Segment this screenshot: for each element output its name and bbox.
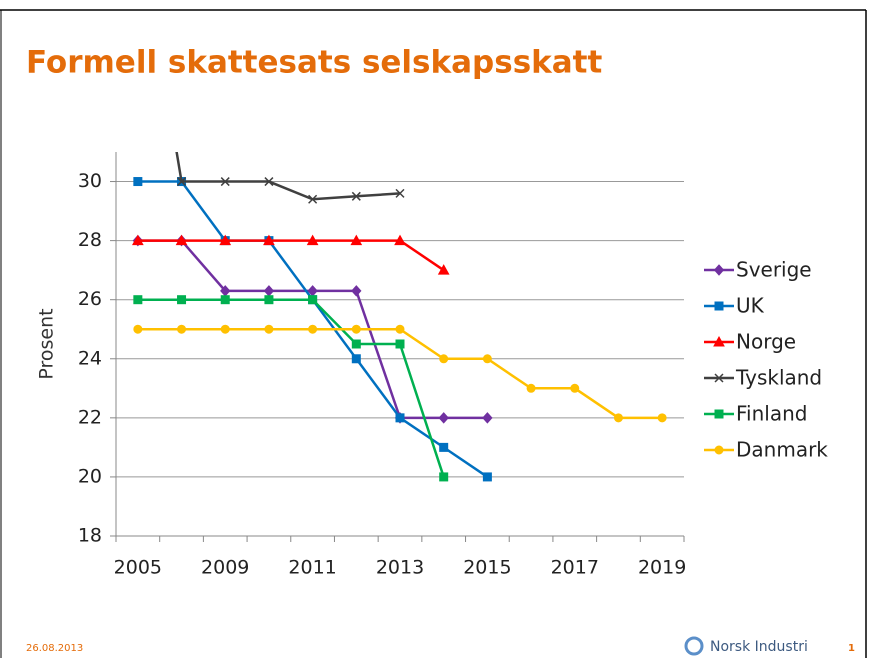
y-tick-label: 24 bbox=[78, 347, 102, 369]
point bbox=[395, 324, 405, 334]
point bbox=[714, 445, 724, 455]
point bbox=[395, 188, 405, 198]
point bbox=[133, 177, 143, 187]
y-tick-label: 18 bbox=[78, 525, 102, 547]
point bbox=[439, 442, 449, 452]
point bbox=[482, 472, 492, 482]
x-tick-label: 2013 bbox=[376, 557, 424, 579]
x-tick-label: 2005 bbox=[114, 557, 162, 579]
point bbox=[133, 295, 143, 305]
x-tick-label: 2011 bbox=[288, 557, 336, 579]
y-tick-label: 20 bbox=[78, 465, 102, 487]
point bbox=[308, 295, 318, 305]
point bbox=[351, 354, 361, 364]
point bbox=[220, 177, 230, 187]
legend-label: Norge bbox=[736, 330, 796, 354]
point bbox=[177, 177, 187, 187]
footer-page: 1 bbox=[848, 643, 855, 654]
legend-label: UK bbox=[736, 294, 765, 318]
point bbox=[131, 234, 144, 246]
series-line bbox=[137, 298, 445, 478]
point bbox=[714, 373, 724, 383]
legend-label: Sverige bbox=[736, 258, 812, 282]
y-tick-label: 30 bbox=[78, 170, 102, 192]
point bbox=[395, 413, 405, 423]
logo-icon bbox=[684, 636, 704, 656]
point bbox=[308, 324, 318, 334]
point bbox=[306, 234, 319, 246]
legend-label: Danmark bbox=[736, 438, 828, 462]
point bbox=[526, 383, 536, 393]
point bbox=[220, 324, 230, 334]
point bbox=[264, 324, 274, 334]
y-tick-label: 22 bbox=[78, 406, 102, 428]
point bbox=[439, 472, 449, 482]
y-tick-label: 26 bbox=[78, 288, 102, 310]
point bbox=[394, 234, 406, 246]
point bbox=[657, 413, 667, 423]
point bbox=[437, 264, 450, 275]
series-layer bbox=[131, 152, 667, 482]
point bbox=[350, 234, 363, 246]
point bbox=[482, 412, 493, 424]
point bbox=[713, 335, 725, 347]
point bbox=[482, 354, 492, 364]
point bbox=[714, 409, 724, 419]
point bbox=[351, 324, 361, 334]
point bbox=[570, 383, 580, 393]
x-tick-label: 2009 bbox=[201, 557, 249, 579]
footer-date: 26.08.2013 bbox=[26, 643, 83, 654]
point bbox=[351, 285, 362, 297]
point bbox=[177, 324, 187, 334]
point bbox=[395, 339, 405, 349]
point bbox=[220, 295, 230, 305]
point bbox=[438, 412, 449, 424]
legend-label: Tyskland bbox=[735, 366, 822, 390]
y-tick-label: 28 bbox=[78, 229, 102, 251]
slide-title: Formell skattesats selskapsskatt bbox=[26, 45, 602, 81]
point bbox=[351, 191, 361, 201]
point bbox=[264, 295, 274, 305]
point bbox=[219, 234, 232, 246]
series-line bbox=[137, 239, 445, 272]
point bbox=[133, 324, 143, 334]
point bbox=[439, 354, 449, 364]
legend-label: Finland bbox=[736, 402, 807, 426]
point bbox=[177, 295, 187, 305]
y-axis-label: Prosent bbox=[36, 308, 58, 379]
x-tick-label: 2017 bbox=[551, 557, 599, 579]
x-tick-label: 2015 bbox=[463, 557, 511, 579]
point bbox=[613, 413, 623, 423]
point bbox=[264, 177, 274, 187]
footer-logo: Norsk Industri bbox=[710, 639, 808, 655]
point bbox=[263, 234, 275, 246]
point bbox=[308, 194, 318, 204]
x-tick-label: 2019 bbox=[638, 557, 686, 579]
point bbox=[714, 301, 724, 311]
point bbox=[351, 339, 361, 349]
point bbox=[713, 264, 725, 276]
point bbox=[175, 234, 188, 246]
